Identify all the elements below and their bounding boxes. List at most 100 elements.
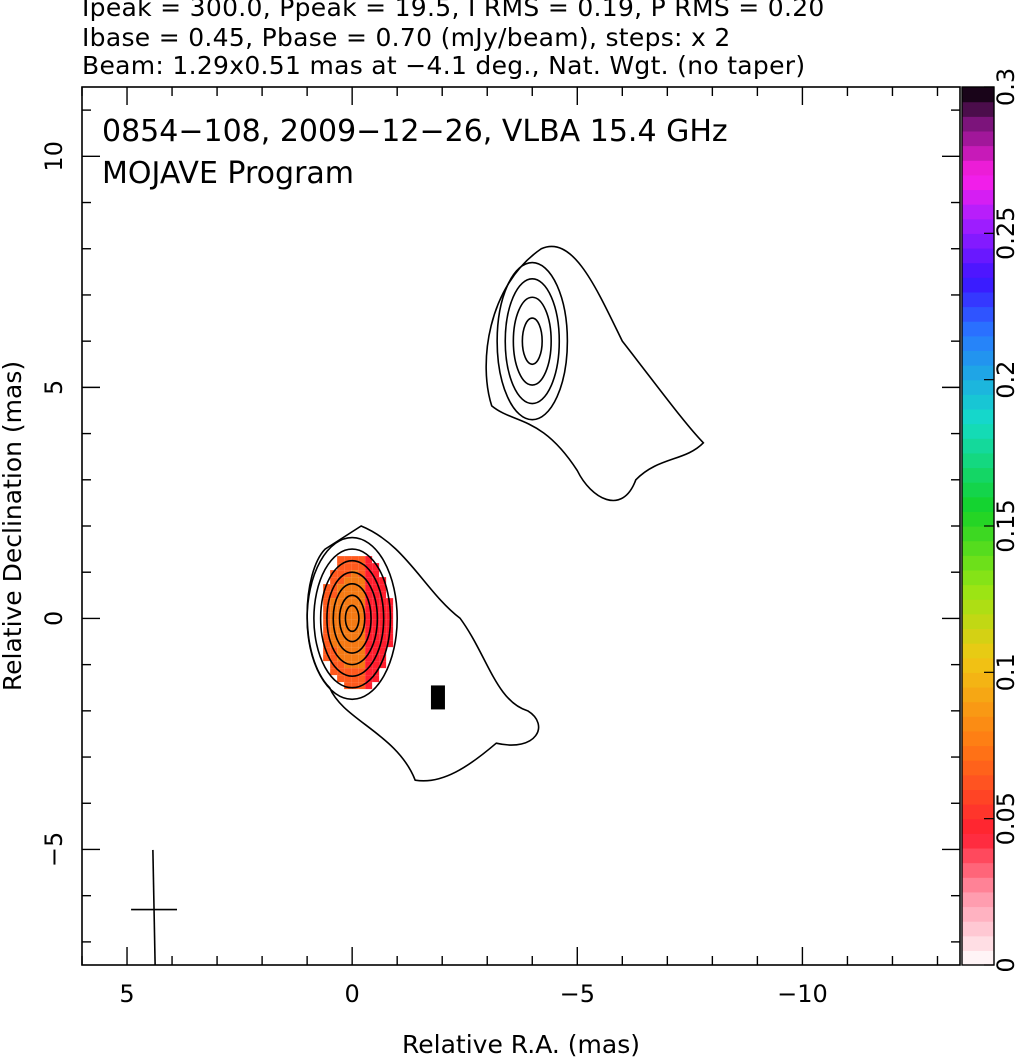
polarization-pixel xyxy=(365,668,373,676)
colorbar-segment xyxy=(962,584,994,600)
polarization-pixel xyxy=(365,654,373,662)
plot-title: 0854−108, 2009−12−26, VLBA 15.4 GHz xyxy=(102,114,728,149)
polarization-pixel xyxy=(379,640,387,648)
polarization-pixel xyxy=(323,633,331,641)
header-base-line: Ibase = 0.45, Pbase = 0.70 (mJy/beam), s… xyxy=(82,23,731,52)
colorbar-segment xyxy=(962,365,994,381)
colorbar-segment xyxy=(962,686,994,703)
colorbar-segment xyxy=(962,804,994,820)
colorbar-segment xyxy=(962,760,994,776)
polarization-pixel xyxy=(337,654,345,662)
colorbar-segment xyxy=(962,847,994,864)
header-beam-line: Beam: 1.29x0.51 mas at −4.1 deg., Nat. W… xyxy=(82,51,806,80)
colorbar-segment xyxy=(962,906,994,922)
colorbar-segment xyxy=(962,935,994,951)
polarization-pixel xyxy=(344,619,352,627)
polarization-pixel xyxy=(344,640,352,648)
polarization-pixel xyxy=(344,612,352,620)
colorbar-tick-label: 0.25 xyxy=(992,207,1020,260)
polarization-pixel xyxy=(344,556,352,564)
polarization-pixel xyxy=(351,682,359,690)
polarization-pixel xyxy=(344,654,352,662)
polarization-pixel xyxy=(351,556,359,564)
polarization-pixel xyxy=(358,612,366,620)
colorbar-segment xyxy=(962,189,994,205)
polarization-pixel xyxy=(372,584,380,592)
colorbar-segment xyxy=(962,306,994,322)
polarization-pixel xyxy=(337,675,345,683)
polarization-pixel xyxy=(358,640,366,648)
polarization-pixel xyxy=(365,619,373,627)
colorbar-tick-label: 0 xyxy=(992,957,1020,972)
polarization-pixel xyxy=(323,654,331,662)
polarization-pixel xyxy=(372,605,380,613)
x-tick-label: −10 xyxy=(777,980,828,1008)
polarization-pixel xyxy=(379,619,387,627)
jet-knot-contour xyxy=(496,261,569,421)
polarization-pixel xyxy=(365,563,373,571)
core-contour xyxy=(319,559,385,677)
polarization-pixel xyxy=(372,661,380,669)
colorbar-segment xyxy=(962,877,994,893)
colorbar-segment xyxy=(962,482,994,498)
polarization-pixel xyxy=(358,675,366,683)
polarization-pixel xyxy=(337,647,345,655)
polarization-pixel xyxy=(358,577,366,585)
polarization-pixel xyxy=(344,682,352,690)
core-jet-envelope xyxy=(306,525,540,782)
polarization-pixel xyxy=(358,591,366,599)
colorbar-segment xyxy=(962,160,994,176)
polarization-pixel xyxy=(372,563,380,571)
core-contour xyxy=(338,594,366,643)
polarization-pixel xyxy=(344,584,352,592)
colorbar-segment xyxy=(962,774,994,790)
polarization-pixel xyxy=(337,633,345,641)
colorbar-segment xyxy=(962,569,994,586)
polarization-pixel xyxy=(351,668,359,676)
polarization-pixel xyxy=(330,577,338,585)
polarization-pixel xyxy=(337,598,345,606)
core-contour xyxy=(344,604,360,633)
core-contour xyxy=(326,571,379,666)
polarization-pixel xyxy=(372,591,380,599)
colorbar-segment xyxy=(962,818,994,834)
colorbar-segment xyxy=(962,291,994,308)
colorbar-tick-label: 0.1 xyxy=(992,653,1020,691)
polarization-pixel xyxy=(379,661,387,669)
plot-frame xyxy=(81,86,961,966)
colorbar-segment xyxy=(962,116,994,132)
polarization-pixel xyxy=(372,619,380,627)
polarization-pixel xyxy=(330,591,338,599)
colorbar-segment xyxy=(962,130,994,147)
colorbar-segment xyxy=(962,730,994,747)
polarization-pixel xyxy=(372,570,380,578)
polarization-pixel xyxy=(372,626,380,634)
polarization-pixel xyxy=(372,612,380,620)
colorbar-segment xyxy=(962,643,994,659)
colorbar-segment xyxy=(962,379,994,395)
y-axis-title: Relative Declination (mas) xyxy=(0,361,27,691)
colorbar-segment xyxy=(962,526,994,542)
polarization-pixel xyxy=(379,577,387,585)
colorbar-segment xyxy=(962,174,994,191)
polarization-pixel xyxy=(379,591,387,599)
polarization-pixel xyxy=(351,591,359,599)
colorbar-segment xyxy=(962,613,994,630)
colorbar-segment xyxy=(962,540,994,556)
polarization-pixel xyxy=(358,570,366,578)
polarization-pixel xyxy=(372,647,380,655)
colorbar-segment xyxy=(962,789,994,805)
polarization-pixel xyxy=(351,605,359,613)
colorbar-segment xyxy=(962,262,994,278)
polarization-pixel xyxy=(344,591,352,599)
polarization-pixel xyxy=(351,654,359,662)
polarization-pixel xyxy=(344,675,352,683)
polarization-pixel xyxy=(365,570,373,578)
polarization-pixel xyxy=(330,598,338,606)
colorbar-segment xyxy=(962,101,994,117)
colorbar-segment xyxy=(962,496,994,512)
colorbar-segment xyxy=(962,218,994,234)
polarization-pixel xyxy=(365,605,373,613)
polarization-pixel xyxy=(365,647,373,655)
polarization-pixel xyxy=(365,556,373,564)
